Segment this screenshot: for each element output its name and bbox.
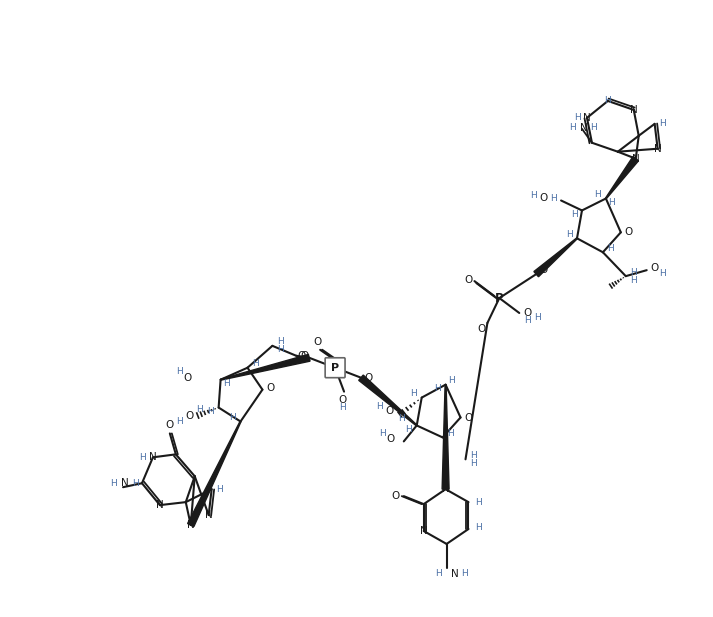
Text: N: N: [580, 123, 588, 133]
Text: N: N: [451, 569, 458, 579]
Text: O: O: [386, 434, 395, 444]
Text: H: H: [176, 417, 183, 426]
Text: P: P: [495, 292, 503, 305]
Text: H: H: [630, 276, 637, 284]
Text: H: H: [605, 96, 611, 106]
Text: N: N: [205, 510, 212, 520]
Text: O: O: [266, 383, 275, 392]
Text: H: H: [534, 313, 540, 323]
Text: H: H: [461, 569, 468, 578]
Text: O: O: [300, 351, 308, 361]
Text: H: H: [524, 317, 530, 325]
Text: H: H: [448, 376, 455, 385]
Text: P: P: [331, 363, 339, 373]
Text: H: H: [570, 210, 578, 219]
Text: O: O: [165, 420, 174, 431]
Polygon shape: [188, 421, 241, 526]
Text: O: O: [391, 491, 400, 501]
Text: N: N: [632, 154, 640, 164]
Polygon shape: [442, 384, 449, 489]
Text: O: O: [185, 410, 194, 421]
Text: H: H: [379, 429, 386, 438]
Text: N: N: [630, 105, 637, 115]
Text: O: O: [313, 337, 322, 347]
Text: N: N: [149, 452, 157, 462]
Text: H: H: [110, 479, 116, 487]
Text: O: O: [539, 265, 548, 275]
Text: O: O: [464, 275, 473, 285]
Text: N: N: [156, 500, 164, 510]
Text: O: O: [539, 194, 548, 204]
Text: H: H: [207, 407, 214, 416]
Text: H: H: [406, 425, 412, 434]
Text: O: O: [365, 373, 373, 383]
Text: H: H: [470, 459, 477, 468]
Text: H: H: [608, 198, 615, 207]
Text: N: N: [583, 113, 591, 123]
Text: H: H: [176, 367, 183, 376]
Text: H: H: [470, 451, 477, 460]
Text: N: N: [121, 478, 129, 488]
Text: H: H: [447, 429, 454, 438]
Text: H: H: [132, 479, 138, 487]
Text: N: N: [442, 484, 449, 494]
Text: H: H: [252, 359, 259, 368]
Text: H: H: [277, 337, 284, 346]
Text: O: O: [297, 351, 305, 361]
Text: H: H: [595, 190, 601, 199]
Text: H: H: [530, 191, 537, 200]
Text: O: O: [184, 373, 192, 383]
Polygon shape: [220, 354, 310, 380]
Text: N: N: [654, 144, 662, 154]
Text: O: O: [386, 405, 394, 415]
Text: H: H: [399, 414, 405, 423]
Text: H: H: [140, 453, 146, 462]
Text: O: O: [523, 308, 531, 318]
Text: H: H: [630, 268, 637, 276]
Text: H: H: [229, 413, 236, 422]
Text: H: H: [574, 114, 580, 122]
FancyBboxPatch shape: [325, 358, 345, 378]
Text: H: H: [376, 402, 384, 411]
Polygon shape: [359, 375, 417, 426]
Text: H: H: [223, 379, 230, 388]
Text: H: H: [607, 244, 614, 253]
Text: H: H: [196, 405, 203, 414]
Polygon shape: [534, 238, 578, 277]
Text: O: O: [464, 413, 473, 423]
Text: H: H: [435, 569, 442, 578]
Text: O: O: [338, 395, 347, 405]
Text: H: H: [216, 485, 223, 494]
Text: H: H: [475, 523, 482, 531]
Text: H: H: [565, 230, 573, 239]
Text: H: H: [590, 123, 597, 132]
Text: H: H: [569, 123, 575, 132]
Text: H: H: [660, 119, 666, 128]
Polygon shape: [605, 157, 639, 199]
Text: H: H: [660, 268, 666, 278]
Text: H: H: [411, 389, 417, 398]
Text: H: H: [550, 194, 556, 203]
Text: N: N: [420, 526, 428, 536]
Text: N: N: [187, 520, 195, 530]
Text: O: O: [477, 324, 486, 334]
Text: H: H: [277, 346, 284, 354]
Text: H: H: [434, 384, 441, 393]
Text: H: H: [339, 403, 345, 412]
Text: H: H: [475, 498, 482, 507]
Text: O: O: [650, 263, 659, 273]
Text: O: O: [625, 227, 633, 238]
